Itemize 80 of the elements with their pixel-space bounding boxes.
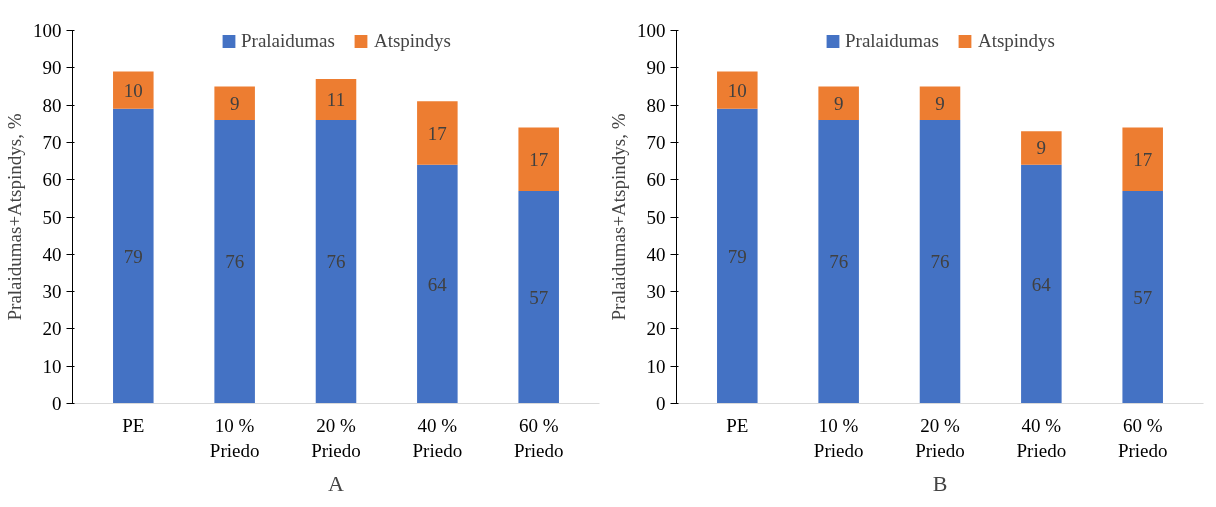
y-tick-label: 10 bbox=[646, 355, 666, 377]
bar bbox=[113, 71, 154, 109]
data-label: 9 bbox=[935, 92, 945, 114]
x-tick-label: 20 % Priedo bbox=[311, 414, 361, 461]
data-label: 79 bbox=[123, 245, 143, 267]
bar bbox=[518, 190, 559, 404]
legend-label: Pralaidumas bbox=[844, 30, 939, 52]
data-label: 10 bbox=[727, 79, 747, 101]
data-label: 9 bbox=[833, 92, 844, 114]
bar bbox=[1021, 131, 1062, 165]
bar bbox=[315, 78, 357, 121]
bar bbox=[417, 101, 458, 165]
data-label: 76 bbox=[326, 251, 346, 273]
x-tick-label: 20 % Priedo bbox=[915, 414, 965, 461]
data-label: 64 bbox=[1031, 273, 1052, 295]
text: B bbox=[932, 470, 948, 496]
data-label: 57 bbox=[529, 286, 549, 308]
bar bbox=[818, 120, 859, 404]
y-tick-label: 70 bbox=[42, 131, 62, 153]
bar bbox=[919, 120, 961, 404]
y-tick-label: 10 bbox=[42, 355, 62, 377]
bar bbox=[717, 108, 758, 404]
y-tick-label: 20 bbox=[42, 318, 62, 340]
data-label: 10 bbox=[123, 79, 143, 101]
y-axis-title: Pralaidumas+Atspindys, % bbox=[4, 113, 25, 321]
data-label: 11 bbox=[326, 89, 346, 110]
y-tick-label: 70 bbox=[646, 131, 666, 153]
y-tick-label: 50 bbox=[646, 206, 666, 228]
y-tick-label: 30 bbox=[42, 281, 62, 303]
y-tick-label: 80 bbox=[646, 94, 666, 116]
data-label: 9 bbox=[229, 92, 240, 114]
legend-label: Pralaidumas bbox=[240, 30, 335, 52]
data-label: 64 bbox=[427, 273, 448, 295]
x-tick-label: 10 % Priedo bbox=[209, 414, 260, 461]
y-tick-label: 40 bbox=[42, 243, 62, 265]
y-tick-label: 40 bbox=[646, 243, 666, 265]
bar bbox=[214, 120, 255, 404]
x-tick-label: 10 % Priedo bbox=[813, 414, 864, 461]
bar bbox=[1122, 190, 1163, 404]
data-label: 57 bbox=[1133, 286, 1153, 308]
y-tick-label: 100 bbox=[33, 20, 62, 41]
bar bbox=[518, 127, 559, 191]
y-tick-label: 20 bbox=[646, 318, 666, 340]
legend-label: Atspindys bbox=[977, 30, 1056, 52]
y-tick-label: 80 bbox=[42, 94, 62, 116]
y-tick-label: 50 bbox=[42, 206, 62, 228]
x-tick-label: PE bbox=[726, 414, 749, 436]
legend-label: Atspindys bbox=[373, 30, 452, 52]
x-tick-label: 40 % Priedo bbox=[1016, 414, 1067, 461]
data-label: 76 bbox=[225, 251, 245, 273]
bar bbox=[717, 71, 758, 109]
bar bbox=[1021, 164, 1062, 404]
y-tick-label: 100 bbox=[637, 20, 666, 41]
data-label: 76 bbox=[930, 251, 950, 273]
y-tick-label: 90 bbox=[42, 57, 62, 79]
y-tick-label: 30 bbox=[646, 281, 666, 303]
bar bbox=[818, 86, 859, 121]
data-label: 17 bbox=[1133, 148, 1153, 170]
bar bbox=[214, 86, 255, 121]
bar bbox=[113, 108, 154, 404]
y-tick-label: 0 bbox=[656, 393, 666, 414]
y-tick-label: 60 bbox=[646, 169, 666, 191]
x-tick-label: 60 % Priedo bbox=[1117, 414, 1168, 461]
data-label: 9 bbox=[1036, 137, 1047, 159]
data-label: 17 bbox=[529, 148, 549, 170]
x-tick-label: PE bbox=[122, 414, 145, 436]
data-label: 17 bbox=[427, 122, 447, 144]
y-tick-label: 60 bbox=[42, 169, 62, 191]
y-tick-label: 90 bbox=[646, 57, 666, 79]
y-axis-title: Pralaidumas+Atspindys, % bbox=[608, 113, 629, 321]
bar bbox=[919, 86, 961, 121]
y-tick-label: 0 bbox=[52, 393, 62, 414]
text: A bbox=[328, 470, 345, 496]
data-label: 76 bbox=[829, 251, 849, 273]
x-tick-label: 40 % Priedo bbox=[412, 414, 463, 461]
bar bbox=[315, 120, 357, 404]
data-label: 79 bbox=[727, 245, 747, 267]
x-tick-label: 60 % Priedo bbox=[513, 414, 564, 461]
bar bbox=[1122, 127, 1163, 191]
bar bbox=[417, 164, 458, 404]
